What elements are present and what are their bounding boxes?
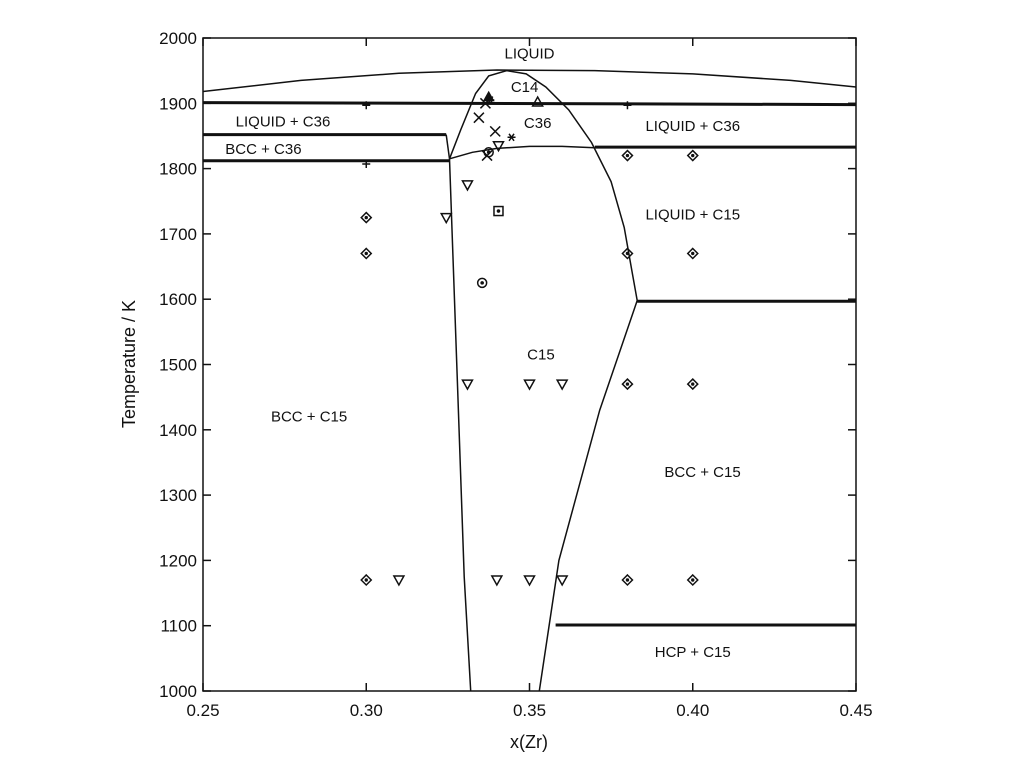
- region-label: C36: [524, 115, 552, 132]
- phase-boundary-2: [448, 69, 638, 301]
- y-tick-label: 1100: [160, 617, 197, 636]
- x-axis-title: x(Zr): [510, 732, 548, 752]
- y-tick-label: 1000: [159, 682, 197, 701]
- data-point-cross: [473, 112, 485, 124]
- data-point-asterisk: [486, 96, 495, 104]
- data-point-triangle-down: [490, 575, 504, 587]
- region-label: C14: [511, 79, 539, 96]
- y-tick-label: 1800: [159, 160, 197, 179]
- data-point-triangle-down: [461, 379, 474, 391]
- phase-boundary-3: [449, 145, 595, 160]
- data-point-circle-dot: [483, 147, 494, 158]
- region-label: BCC + C15: [664, 464, 740, 481]
- data-point-cross: [489, 125, 501, 137]
- x-tick-label: 0.25: [186, 701, 219, 720]
- region-label: BCC + C36: [225, 141, 301, 158]
- phase-boundaries: [202, 69, 857, 692]
- phase-boundary-5: [448, 158, 472, 692]
- data-point-plus: [362, 101, 371, 110]
- data-point-diamond: [360, 211, 373, 224]
- data-markers: [360, 90, 699, 587]
- data-point-triangle-down: [461, 180, 474, 192]
- data-point-diamond: [686, 247, 699, 260]
- phase-boundary-6: [538, 300, 638, 692]
- data-point-circle-dot: [476, 277, 488, 289]
- y-tick-label: 1900: [159, 94, 197, 113]
- region-label: LIQUID + C36: [236, 114, 331, 131]
- region-label: LIQUID: [504, 46, 554, 63]
- data-point-diamond: [360, 573, 373, 587]
- y-tick-label: 2000: [159, 29, 197, 48]
- x-tick-label: 0.35: [513, 701, 546, 720]
- x-tick-label: 0.45: [839, 701, 872, 720]
- data-point-diamond: [686, 378, 699, 391]
- data-point-diamond: [360, 247, 373, 260]
- region-labels: LIQUID C14 LIQUID + C36 C36 LIQUID + C36 BCC …: [225, 46, 740, 661]
- region-label: BCC + C15: [271, 409, 347, 426]
- phase-boundary-7: [202, 101, 857, 107]
- data-point-diamond: [686, 573, 699, 587]
- region-label: C15: [527, 347, 555, 364]
- data-point-triangle-down: [439, 212, 453, 225]
- data-point-diamond: [621, 378, 634, 391]
- data-point-triangle-down: [523, 379, 536, 391]
- y-tick-label: 1600: [159, 290, 197, 309]
- data-point-square-dot: [493, 205, 504, 217]
- y-axis-title: Temperature / K: [119, 300, 139, 428]
- data-point-asterisk: [507, 133, 516, 142]
- data-point-triangle-down: [555, 379, 569, 391]
- region-label: HCP + C15: [655, 644, 731, 661]
- y-tick-label: 1200: [159, 551, 197, 570]
- data-point-diamond: [686, 149, 699, 162]
- data-point-triangle-down: [523, 575, 536, 587]
- phase-boundary-4: [445, 134, 451, 159]
- x-tick-label: 0.30: [350, 701, 383, 720]
- data-point-diamond: [621, 247, 634, 260]
- axis-ticks: 0.25 0.30 0.35 0.40 0.45 1000 1100 1200 1300 1400…: [159, 29, 872, 720]
- y-tick-label: 1500: [159, 356, 197, 375]
- data-point-triangle-down: [392, 575, 406, 587]
- x-tick-label: 0.40: [676, 701, 709, 720]
- y-tick-label: 1700: [159, 225, 197, 244]
- data-point-plus: [623, 101, 632, 110]
- region-label: LIQUID + C36: [645, 118, 740, 135]
- data-point-triangle-up: [531, 95, 544, 107]
- y-tick-label: 1300: [159, 486, 197, 505]
- data-point-diamond: [621, 573, 634, 587]
- data-point-diamond: [621, 149, 634, 162]
- phase-boundary-1: [202, 69, 857, 93]
- data-point-plus: [362, 160, 371, 169]
- data-point-triangle-down: [492, 140, 505, 153]
- region-label: LIQUID + C15: [645, 206, 740, 223]
- data-point-triangle-down: [555, 575, 569, 587]
- y-tick-label: 1400: [159, 421, 197, 440]
